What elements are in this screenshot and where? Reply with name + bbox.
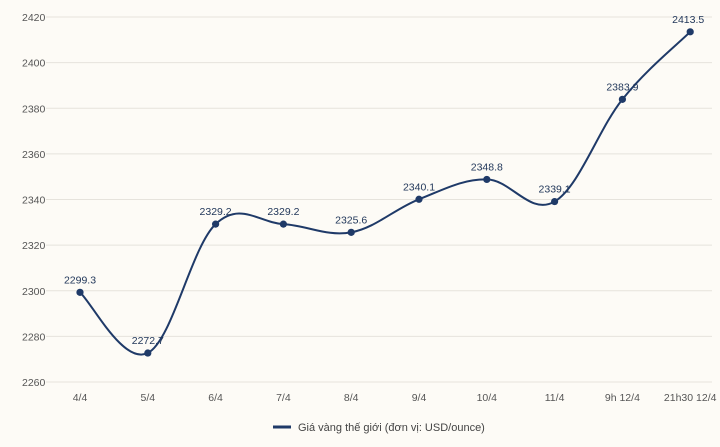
data-point <box>212 220 220 228</box>
data-point <box>144 349 152 357</box>
data-point <box>686 28 694 36</box>
data-point <box>618 95 627 103</box>
data-point <box>279 220 287 228</box>
y-tick-label: 2260 <box>22 377 46 389</box>
data-label: 2348.8 <box>471 161 503 173</box>
x-axis-ticks: 4/4 5/4 6/4 7/4 8/4 9/4 10/4 11/4 9h 12/4 21h30 1… <box>73 392 717 404</box>
x-tick-label: 9/4 <box>412 392 427 404</box>
data-label: 2413.5 <box>672 14 704 26</box>
x-tick-label: 11/4 <box>545 392 565 404</box>
data-labels: 2299.3 2272.7 2329.2 2329.2 2325.6 2340.1 2348… <box>64 14 704 347</box>
legend-label: Giá vàng thế giới (đơn vị: USD/ounce) <box>298 422 485 434</box>
y-tick-label: 2360 <box>22 149 46 161</box>
x-tick-label: 7/4 <box>276 392 291 404</box>
data-label: 2299.3 <box>64 274 96 286</box>
data-label: 2329.2 <box>200 206 232 218</box>
x-tick-label: 21h30 12/4 <box>664 392 717 404</box>
x-tick-label: 10/4 <box>477 392 498 404</box>
data-point <box>483 175 491 184</box>
y-tick-label: 2340 <box>22 195 46 207</box>
grid-lines <box>46 16 712 383</box>
data-label: 2325.6 <box>335 214 367 226</box>
x-tick-label: 9h 12/4 <box>605 392 640 404</box>
y-tick-label: 2300 <box>22 286 46 298</box>
data-label: 2272.7 <box>132 335 164 347</box>
data-point <box>76 288 84 296</box>
y-axis-ticks: 2260 2280 2300 2320 2340 2360 2380 2400 2420 <box>22 12 46 389</box>
series-line <box>79 31 691 356</box>
x-tick-label: 5/4 <box>140 392 155 404</box>
legend: Giá vàng thế giới (đơn vị: USD/ounce) <box>273 422 485 434</box>
x-tick-label: 6/4 <box>208 392 223 404</box>
data-point <box>347 228 355 236</box>
y-tick-label: 2280 <box>22 331 46 343</box>
x-tick-label: 8/4 <box>344 392 359 404</box>
x-tick-label: 4/4 <box>73 392 88 404</box>
y-tick-label: 2420 <box>22 12 46 24</box>
data-label: 2339.1 <box>539 184 571 196</box>
y-tick-label: 2380 <box>22 103 46 115</box>
data-points <box>76 28 694 357</box>
data-label: 2329.2 <box>267 206 299 218</box>
data-label: 2340.1 <box>403 181 435 193</box>
y-tick-label: 2320 <box>22 240 46 252</box>
data-point <box>551 197 559 206</box>
data-label: 2383.9 <box>606 81 638 93</box>
y-tick-label: 2400 <box>22 58 46 70</box>
data-point <box>415 195 423 203</box>
